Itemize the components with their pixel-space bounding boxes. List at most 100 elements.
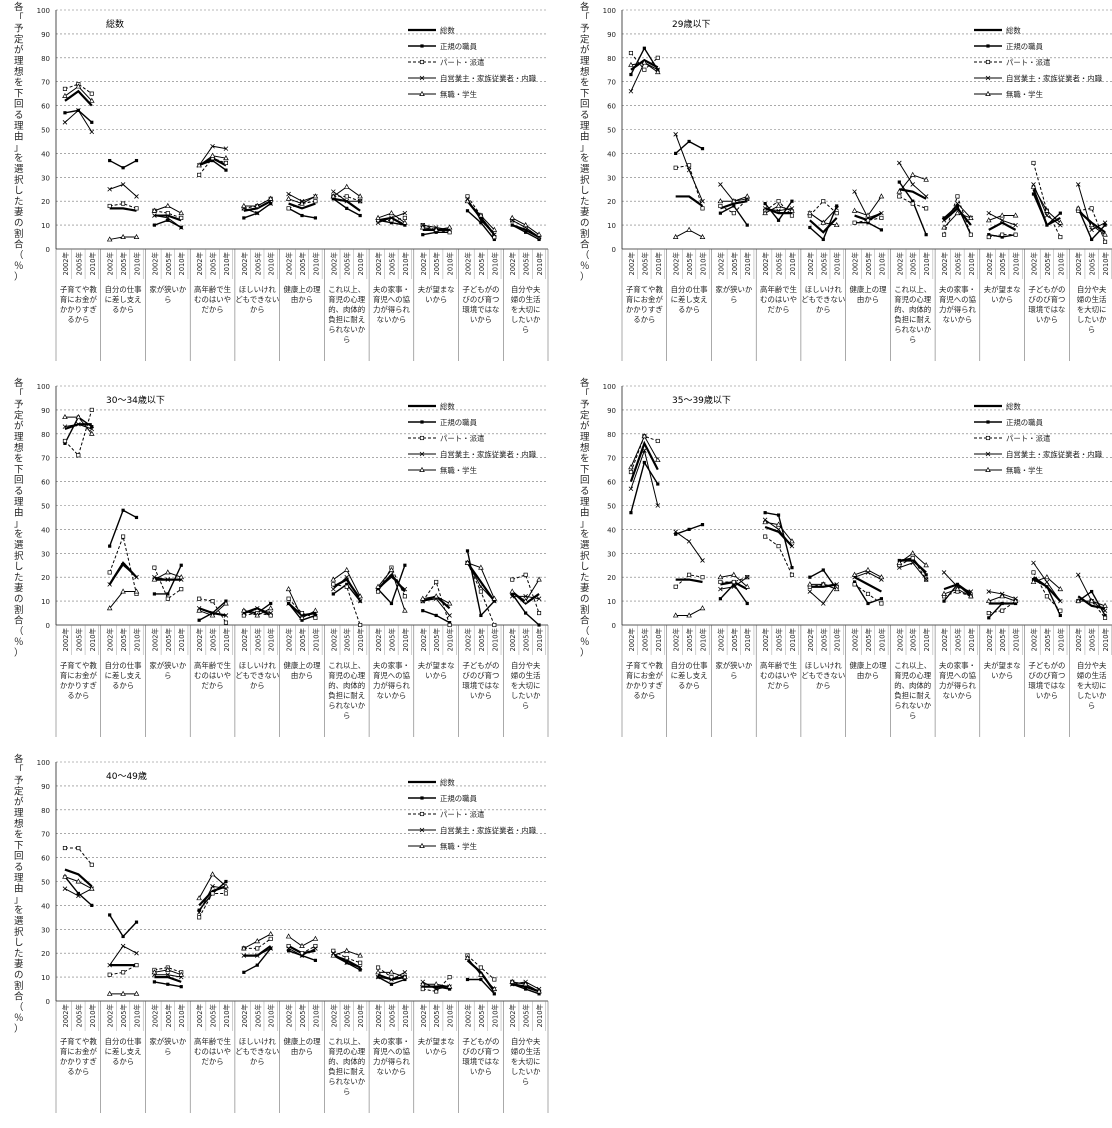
data-point <box>942 216 946 220</box>
data-point <box>447 975 452 980</box>
data-point <box>941 218 947 223</box>
year-tick-label: 2010年 <box>177 252 186 276</box>
data-point <box>699 605 706 611</box>
data-point <box>1044 574 1050 580</box>
data-point <box>300 618 304 622</box>
data-point <box>434 985 438 989</box>
data-point <box>121 970 126 975</box>
year-tick-label: 2005年 <box>343 252 352 276</box>
data-point <box>357 965 363 970</box>
category-label: 健康上の理由から <box>284 1037 322 1056</box>
chart-title: 総数 <box>106 18 124 30</box>
year-tick-label: 2010年 <box>699 252 708 276</box>
data-point <box>655 503 661 508</box>
year-tick-label: 2005年 <box>209 1004 218 1028</box>
data-point <box>852 580 857 584</box>
data-point <box>223 160 229 166</box>
year-tick-label: 2010年 <box>267 1004 276 1028</box>
data-point <box>762 206 768 211</box>
data-point <box>968 232 973 237</box>
data-point <box>687 527 691 531</box>
data-point <box>241 945 247 951</box>
year-tick-label: 2010年 <box>88 628 97 652</box>
legend-label: 無職・学生 <box>440 842 477 851</box>
data-point <box>165 215 171 221</box>
data-point <box>446 600 453 606</box>
category-label: 夫が望まないから <box>984 285 1021 304</box>
category-label: ほしいけれどもできないから <box>235 1037 279 1066</box>
data-point <box>776 544 781 549</box>
series-line <box>675 578 703 584</box>
legend-marker <box>419 75 425 81</box>
category-label: 子どもがのびのび育つ環境ではないから <box>462 1037 499 1076</box>
data-point <box>209 871 216 877</box>
year-tick-label: 2002年 <box>61 252 70 276</box>
data-point <box>210 891 215 896</box>
data-point <box>464 198 471 204</box>
category-label: 健康上の理由から <box>284 661 322 680</box>
data-point <box>763 534 768 539</box>
year-tick-label: 2002年 <box>374 628 383 652</box>
series-line <box>720 576 748 583</box>
year-tick-label: 2010年 <box>88 252 97 276</box>
data-point <box>241 953 247 958</box>
data-point <box>1090 589 1094 594</box>
category-label: ほしいけれどもできないから <box>235 661 279 690</box>
data-point <box>878 193 885 199</box>
data-point <box>345 582 349 586</box>
data-point <box>1075 597 1082 604</box>
year-tick-label: 2002年 <box>1029 252 1038 276</box>
legend-marker <box>986 44 990 48</box>
year-tick-label: 2005年 <box>119 1004 128 1028</box>
data-point <box>731 579 736 585</box>
legend-label: 無職・学生 <box>440 90 477 99</box>
data-point <box>762 210 768 216</box>
year-tick-label: 2005年 <box>253 628 262 652</box>
chart-panel-2: 各「予定が理想を下回る理由」を選択した妻の割合（％） 0 10 20 30 40 50 60 7… <box>580 1 1112 361</box>
data-point <box>389 601 394 606</box>
data-point <box>955 204 960 208</box>
series-4 <box>62 83 542 242</box>
series-line <box>512 983 540 993</box>
year-tick-label: 2010年 <box>222 252 231 276</box>
legend-marker <box>419 90 425 96</box>
data-point <box>134 574 139 580</box>
data-point <box>223 883 229 889</box>
data-point <box>375 220 381 225</box>
chart-panel-4: 各「予定が理想を下回る理由」を選択した妻の割合（％） 0 10 20 30 40 50 60 7… <box>580 377 1112 737</box>
year-tick-label: 2010年 <box>267 252 276 276</box>
data-point <box>1088 221 1095 228</box>
year-tick-label: 2005年 <box>298 628 307 652</box>
category-label: 夫の家事・育児への協力が得られないから <box>939 285 977 324</box>
legend-marker <box>419 827 425 833</box>
data-point <box>286 191 291 197</box>
data-point <box>673 165 678 170</box>
data-point <box>807 589 813 594</box>
category-label: 家が狭いから <box>149 285 187 304</box>
series-line <box>288 598 316 619</box>
y-tick-label: 80 <box>41 807 50 815</box>
data-point <box>897 160 902 166</box>
data-point <box>285 195 292 201</box>
series-line <box>333 195 361 202</box>
data-point <box>789 213 795 218</box>
data-point <box>152 213 157 218</box>
data-point <box>267 930 274 937</box>
data-point <box>402 586 408 592</box>
data-point <box>686 226 692 232</box>
series-line <box>675 140 703 154</box>
series-line <box>199 598 227 623</box>
y-tick-label: 50 <box>41 879 50 887</box>
data-point <box>673 131 678 137</box>
data-point <box>923 176 929 182</box>
data-point <box>357 198 363 204</box>
year-tick-label: 2002年 <box>374 252 383 276</box>
data-point <box>491 985 498 991</box>
legend-label: 自営業主・家族従業者・内職 <box>1006 450 1103 459</box>
year-tick-label: 2002年 <box>285 628 294 652</box>
data-point <box>331 592 335 596</box>
legend-label: 自営業主・家族従業者・内職 <box>440 74 537 83</box>
data-point <box>1102 608 1108 613</box>
data-point <box>1058 598 1063 604</box>
